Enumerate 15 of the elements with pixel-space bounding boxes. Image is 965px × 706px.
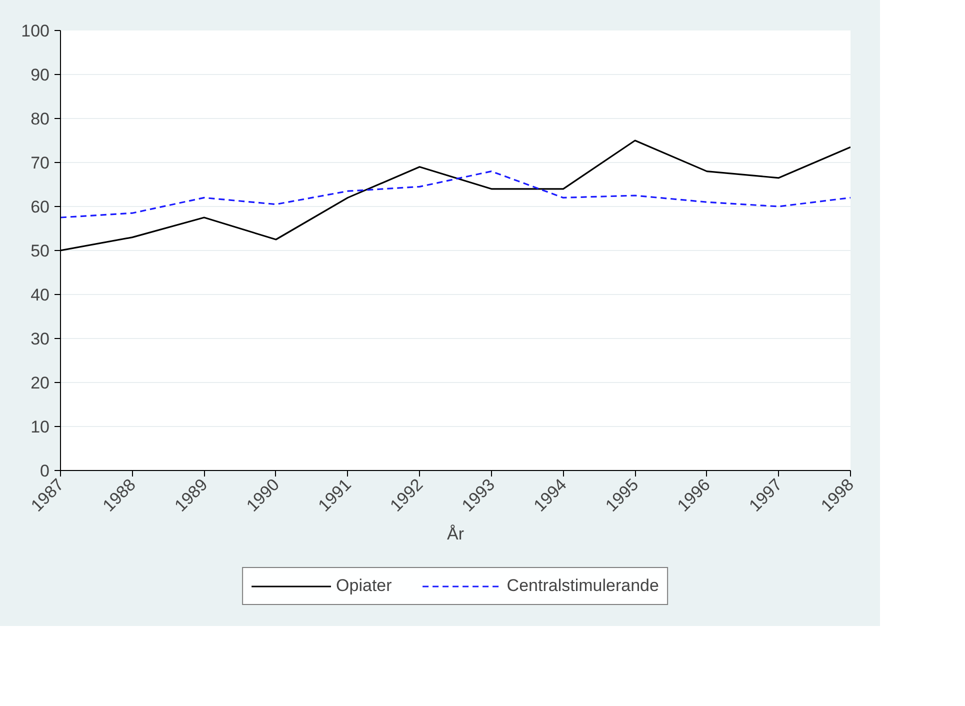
y-tick-label: 20 [30, 374, 50, 392]
legend-label: Opiater [336, 576, 392, 596]
legend-label: Centralstimulerande [506, 576, 659, 596]
y-tick-label: 70 [30, 154, 50, 172]
y-tick-label: 0 [40, 462, 50, 480]
line-series [60, 170, 850, 218]
x-axis-title: År [447, 524, 464, 544]
y-tick-label: 30 [30, 330, 50, 348]
y-tick-label: 80 [30, 110, 50, 128]
y-tick-label: 60 [30, 198, 50, 216]
y-tick-label: 40 [30, 286, 50, 304]
y-tick-label: 10 [30, 418, 50, 436]
y-tick-label: 100 [21, 22, 50, 40]
y-tick-label: 50 [30, 242, 50, 260]
y-tick-label: 90 [30, 66, 50, 84]
